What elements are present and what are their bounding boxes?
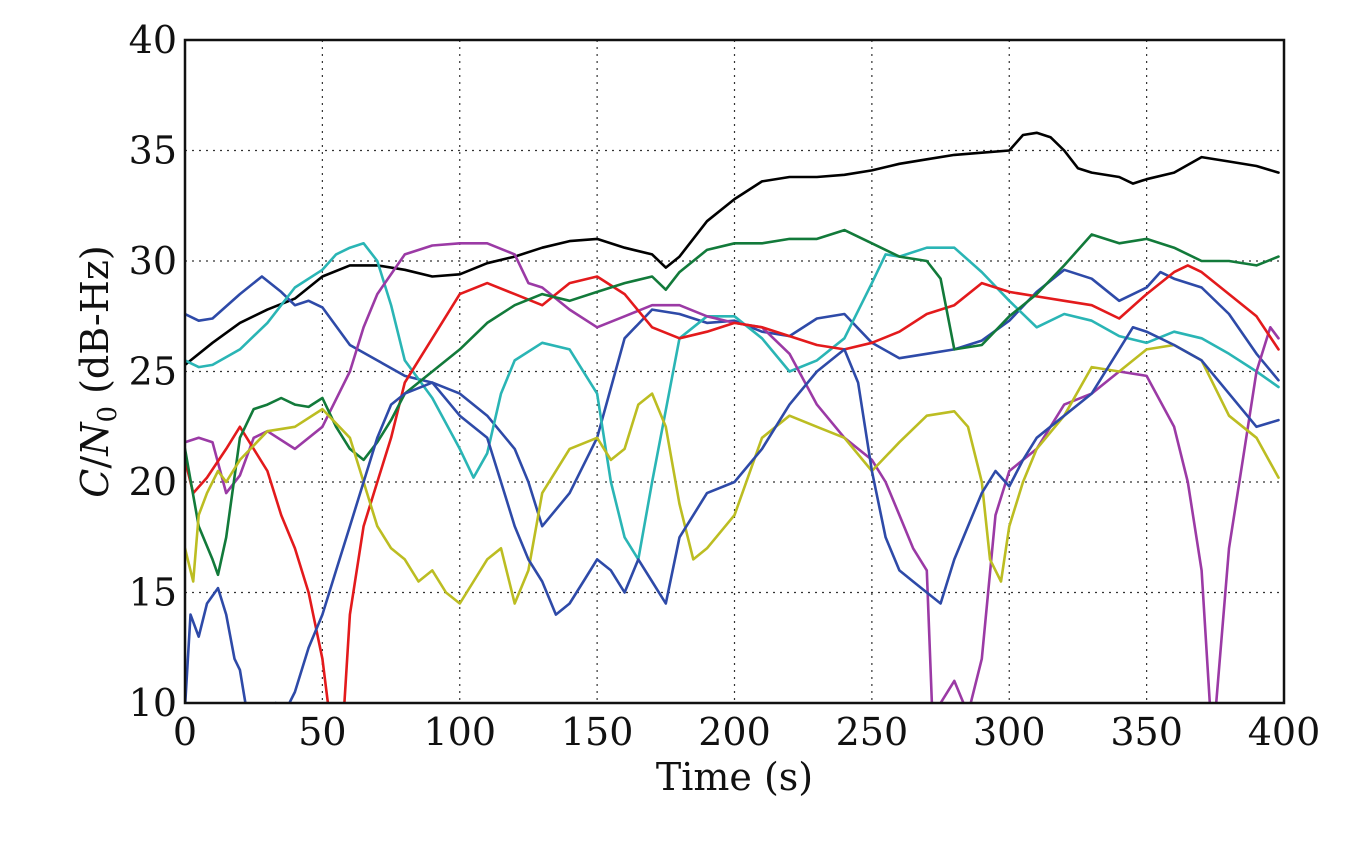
y-axis-label-n: N	[73, 421, 117, 457]
x-tick-labels: 0 50 100 150 200 250 300 350 400	[173, 710, 1320, 754]
series-line-7	[185, 343, 1280, 605]
y-axis-label: C/N0 (dB-Hz)	[73, 245, 123, 497]
plot-frame	[183, 38, 1286, 705]
y-tick-label-2: 20	[129, 460, 177, 504]
y-axis-label-unit: (dB-Hz)	[73, 245, 117, 406]
y-axis-label-subscript: 0	[93, 406, 123, 423]
y-tick-label-0: 10	[129, 681, 177, 725]
y-tick-label-5: 35	[129, 129, 177, 173]
x-tick-label-0: 0	[173, 710, 197, 754]
x-tick-label-3: 150	[561, 710, 634, 754]
grid	[185, 40, 1284, 703]
x-tick-label-4: 200	[698, 710, 771, 754]
x-tick-label-2: 100	[423, 710, 496, 754]
y-tick-label-6: 40	[129, 18, 177, 62]
series-group	[185, 131, 1280, 703]
series-line-3	[185, 242, 1280, 561]
x-tick-label-1: 50	[298, 710, 346, 754]
y-tick-labels: 10 15 20 25 30 35 40	[129, 18, 177, 725]
y-tick-label-3: 25	[129, 350, 177, 394]
x-tick-label-5: 250	[836, 710, 909, 754]
x-tick-label-7: 350	[1110, 710, 1183, 754]
x-tick-label-6: 300	[973, 710, 1046, 754]
series-line-4	[185, 242, 1280, 703]
y-tick-label-4: 30	[129, 239, 177, 283]
y-tick-label-1: 15	[129, 571, 177, 615]
x-tick-label-8: 400	[1248, 710, 1321, 754]
series-line-2	[185, 268, 1280, 528]
series-line-6	[185, 228, 1280, 577]
series-line-5	[185, 264, 1280, 703]
x-axis-label: Time (s)	[656, 755, 813, 799]
series-line-8	[185, 325, 1280, 703]
series-line-1	[185, 131, 1280, 367]
y-axis-label-slash: /	[73, 456, 117, 469]
y-axis-label-c: C	[73, 469, 117, 498]
